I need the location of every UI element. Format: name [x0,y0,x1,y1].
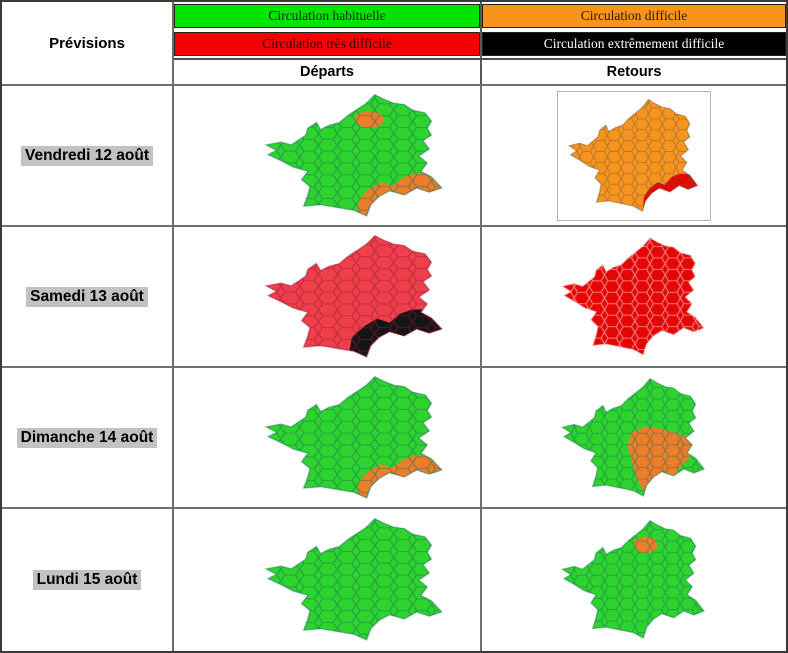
date-cell: Dimanche 14 août [2,368,172,507]
date-cell: Lundi 15 août [2,509,172,651]
retours-column-header: Retours [482,60,786,84]
france-map-holder [262,92,448,220]
france-map [560,236,706,356]
date-label: Dimanche 14 août [16,427,158,448]
legend-item-tres-difficile: Circulation très difficile [174,32,480,56]
france-map-holder [559,518,709,642]
france-map-holder [262,516,448,644]
row-samedi: Samedi 13 août [2,227,786,366]
legend-item-extremement-difficile: Circulation extrêmement difficile [482,32,786,56]
map-retours-vendredi [482,86,786,225]
france-map [264,517,444,641]
france-map [560,377,706,497]
column-divider [480,30,482,58]
date-label: Vendredi 12 août [20,145,154,166]
map-departs-lundi [174,509,480,651]
france-map-holder [559,235,709,359]
france-map [264,93,444,217]
header-right: Circulation habituelle Circulation diffi… [174,2,786,84]
map-retours-dimanche [482,368,786,507]
column-divider [480,60,482,84]
legend-item-habituelle: Circulation habituelle [174,4,480,28]
france-map-holder [559,376,709,500]
date-label: Lundi 15 août [32,570,142,590]
previsions-label: Prévisions [49,34,125,52]
date-cell: Vendredi 12 août [2,86,172,225]
column-headers: Départs Retours [174,60,786,84]
map-frame [557,90,711,221]
departs-column-header: Départs [174,60,480,84]
france-map-holder [262,374,448,502]
france-map [264,234,444,358]
map-retours-samedi [482,227,786,366]
date-label: Samedi 13 août [26,286,148,307]
france-map-holder [557,90,711,221]
legend-item-difficile: Circulation difficile [482,4,786,28]
map-departs-vendredi [174,86,480,225]
map-departs-samedi [174,227,480,366]
map-retours-lundi [482,509,786,651]
previsions-header-cell: Prévisions [2,2,172,84]
header-row: Prévisions Circulation habituelle Circul… [2,2,786,84]
france-map [560,519,706,639]
row-lundi: Lundi 15 août [2,509,786,651]
france-map-holder [262,233,448,361]
row-dimanche: Dimanche 14 août [2,368,786,507]
map-departs-dimanche [174,368,480,507]
date-cell: Samedi 13 août [2,227,172,366]
legend-row-2: Circulation très difficile Circulation e… [174,30,786,58]
france-map [264,375,444,499]
legend-row-1: Circulation habituelle Circulation diffi… [174,2,786,30]
france-map [567,98,699,212]
column-divider [480,2,482,30]
row-vendredi: Vendredi 12 août [2,86,786,225]
legend: Circulation habituelle Circulation diffi… [174,2,786,60]
